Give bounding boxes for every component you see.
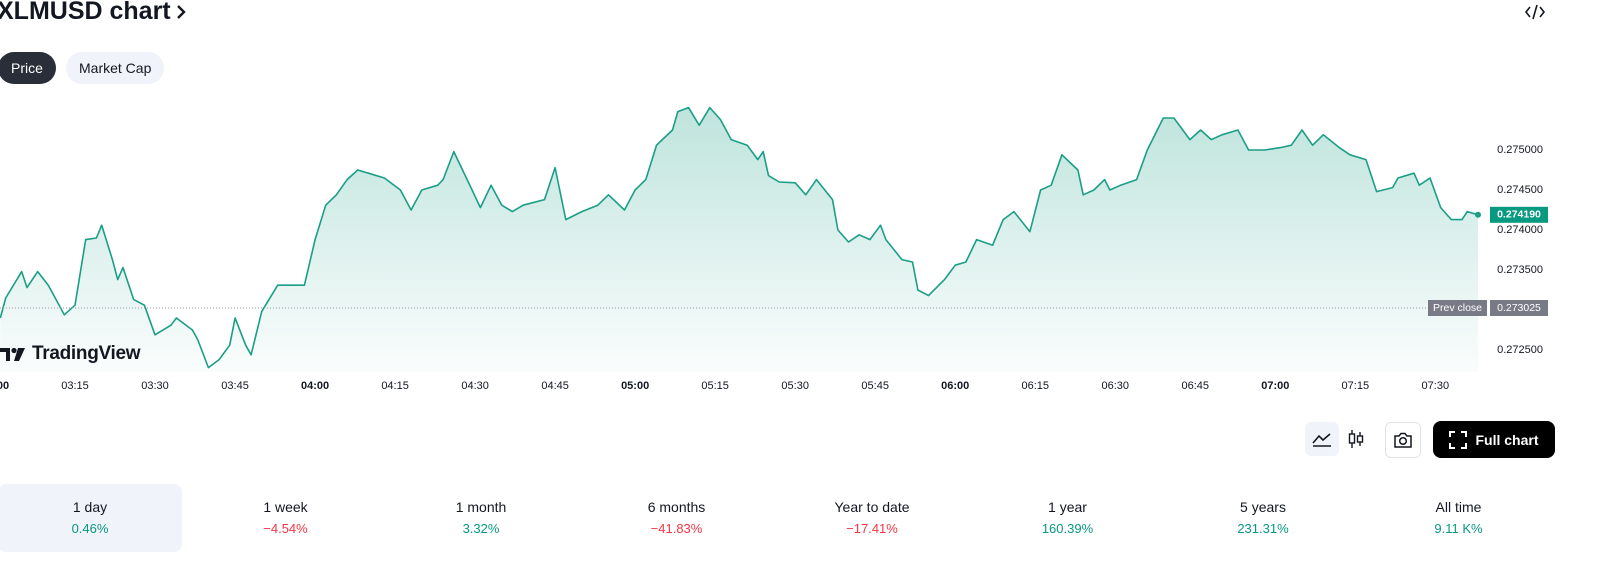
y-tick-label: 0.275000	[1497, 144, 1543, 156]
period-change: −17.41%	[846, 521, 898, 536]
period-tab[interactable]: 6 months −41.83%	[585, 484, 769, 552]
last-price-dot	[1475, 211, 1481, 218]
last-price-badge	[1490, 206, 1548, 223]
prev-close-value: 0.273025	[1497, 302, 1541, 314]
period-label: 5 years	[1240, 499, 1286, 515]
x-tick-label: 06:00	[941, 380, 969, 392]
period-change: 0.46%	[71, 521, 109, 536]
price-line	[0, 106, 1479, 369]
chart: 0.272500 0.273500 0.274000 0.274500 0.275000…	[0, 106, 1548, 392]
x-tick-label: 06:45	[1182, 380, 1210, 392]
period-label: 1 week	[263, 499, 308, 515]
x-tick-label: 06:15	[1021, 380, 1049, 392]
line-icon	[1312, 433, 1331, 447]
candle-style-button[interactable]	[1339, 422, 1373, 456]
full-chart-label: Full chart	[1475, 431, 1539, 448]
period-change: 3.32%	[462, 521, 500, 536]
period-tab[interactable]: 1 day 0.46%	[0, 484, 182, 552]
period-label: 1 year	[1048, 499, 1087, 515]
x-tick-label: 04:15	[381, 380, 409, 392]
y-tick-label: 0.274500	[1497, 184, 1543, 196]
line-style-button[interactable]	[1305, 422, 1339, 456]
period-tab[interactable]: 1 year 160.39%	[976, 484, 1160, 552]
y-tick-label: 0.273500	[1497, 264, 1543, 276]
x-tick-label: 05:00	[621, 380, 649, 392]
x-tick-label: 04:45	[541, 380, 569, 392]
period-tab[interactable]: 5 years 231.31%	[1171, 484, 1355, 552]
fullscreen-icon	[1449, 430, 1468, 449]
period-change: 231.31%	[1237, 521, 1289, 536]
camera-icon	[1394, 432, 1412, 448]
period-tab[interactable]: 1 week −4.54%	[194, 484, 378, 552]
period-tab[interactable]: Year to date −17.41%	[780, 484, 964, 552]
period-label: 6 months	[647, 499, 706, 515]
watermark-logo	[0, 347, 25, 361]
y-tick-label: 0.274000	[1497, 224, 1543, 236]
x-tick-label: 07:15	[1342, 380, 1370, 392]
embed-button[interactable]	[1524, 2, 1546, 27]
x-tick-label: 04:30	[461, 380, 489, 392]
x-tick-label: 06:30	[1101, 380, 1129, 392]
period-label: Year to date	[834, 499, 910, 515]
period-change: −41.83%	[650, 521, 703, 536]
chevron-icon	[176, 4, 186, 19]
tab-price[interactable]: Price	[0, 52, 56, 84]
x-tick-label: 07:00	[1261, 380, 1289, 392]
period-label: 1 day	[72, 499, 108, 515]
title: XLMUSD chart	[0, 0, 171, 25]
period-change: 160.39%	[1041, 521, 1094, 536]
snapshot-button[interactable]	[1385, 422, 1421, 458]
x-tick-label: 07:30	[1422, 380, 1450, 392]
prev-close-label: Prev close	[1433, 302, 1482, 314]
embed-icon	[1524, 4, 1546, 20]
watermark: TradingView	[0, 343, 141, 365]
period-tab[interactable]: 1 month 3.32%	[389, 484, 573, 552]
chart-title-link[interactable]: XLMUSD chart	[0, 0, 187, 26]
area-fill	[0, 107, 1478, 372]
full-chart-button[interactable]: Full chart	[1433, 421, 1555, 458]
prev-close-value-badge	[1490, 300, 1548, 316]
last-price-label: 0.274190	[1497, 209, 1541, 221]
prev-close-badge	[1428, 300, 1487, 316]
x-tick-label: 05:30	[781, 380, 809, 392]
x-tick-label: 03:30	[141, 380, 169, 392]
x-tick-label: 03:15	[61, 380, 89, 392]
period-label: 1 month	[455, 499, 507, 515]
period-change: 9.11 K%	[1434, 521, 1483, 536]
y-tick-label: 0.272500	[1497, 344, 1543, 356]
x-tick-label: 05:45	[861, 380, 889, 392]
x-tick-label: 03:45	[221, 380, 249, 392]
x-tick-label: 04:00	[301, 380, 329, 392]
candle-icon	[1348, 430, 1364, 448]
period-tab[interactable]: All time 9.11 K%	[1367, 484, 1551, 552]
watermark-text: TradingView	[32, 343, 141, 364]
tab-market-cap[interactable]: Market Cap	[66, 52, 165, 84]
period-label: All time	[1435, 499, 1482, 515]
x-tick-label: 05:15	[701, 380, 729, 392]
x-tick-label: 03:00	[0, 380, 9, 392]
period-change: −4.54%	[263, 521, 308, 536]
